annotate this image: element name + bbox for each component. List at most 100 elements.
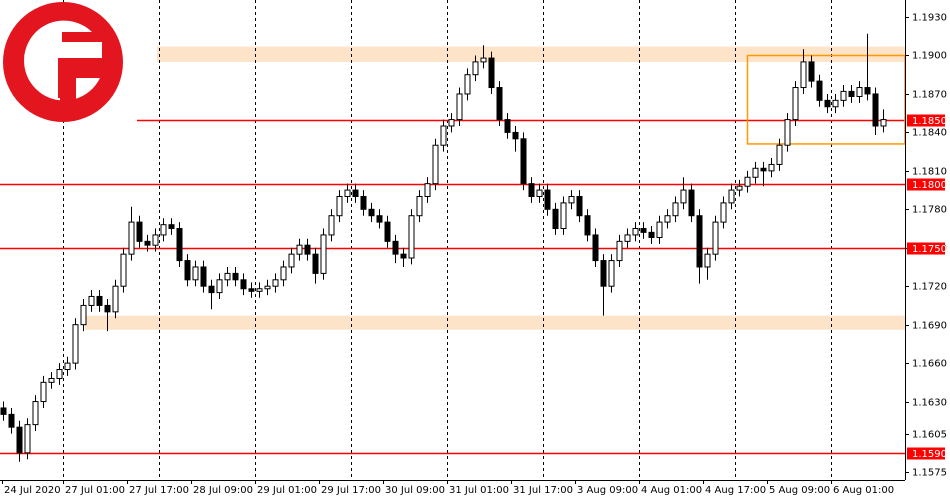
candle-body <box>496 87 503 121</box>
candle-body <box>112 285 119 313</box>
candle-body <box>616 240 623 262</box>
level-label-bg <box>907 178 945 191</box>
logo-mark <box>23 20 103 101</box>
x-tick-label: 24 Jul 2020 <box>4 485 61 496</box>
candle-body <box>240 279 247 290</box>
candle-body <box>232 272 239 281</box>
candle-body <box>56 369 63 379</box>
candle-body <box>192 266 199 281</box>
candle-body <box>552 208 559 230</box>
candle-body <box>312 253 319 274</box>
level-label-bg <box>907 242 945 255</box>
level-label-bg <box>907 447 945 460</box>
candle-body <box>200 266 207 287</box>
candle-body <box>0 407 7 415</box>
y-tick-label: 1.1660 <box>912 359 947 370</box>
x-tick-label: 6 Aug 01:00 <box>833 485 894 496</box>
candle-body <box>848 90 855 98</box>
candle-body <box>440 125 447 146</box>
candle-body <box>664 215 671 223</box>
y-tick-label: 1.1720 <box>912 282 947 293</box>
candle-body <box>768 163 775 172</box>
x-tick-label: 4 Aug 01:00 <box>641 485 702 496</box>
candle-body <box>88 295 95 306</box>
candle-body <box>304 244 311 255</box>
y-tick-label: 1.1575 <box>912 468 947 479</box>
level-label-bg <box>907 114 945 127</box>
candle-body <box>48 377 55 383</box>
level-label: 1.1800 <box>912 180 947 191</box>
candle-body <box>856 87 863 98</box>
zone <box>157 46 905 62</box>
candle-body <box>864 87 871 95</box>
candle-body <box>776 144 783 165</box>
candle-body <box>640 228 647 233</box>
candle-body <box>344 189 351 197</box>
y-tick-label: 1.1690 <box>912 321 947 332</box>
candle-body <box>608 260 615 287</box>
candle-body <box>368 208 375 217</box>
candle-body <box>512 131 519 140</box>
candles-layer <box>0 33 887 462</box>
candle-body <box>184 260 191 281</box>
candle-body <box>880 119 887 127</box>
candle-body <box>528 183 535 197</box>
x-tick-label: 29 Jul 01:00 <box>257 485 317 496</box>
candle-body <box>104 304 111 313</box>
candle-body <box>24 424 31 454</box>
candle-body <box>64 362 71 371</box>
candle-body <box>144 240 151 246</box>
y-tick-label: 1.1930 <box>912 13 947 24</box>
candle-body <box>280 266 287 281</box>
candle-body <box>400 253 407 259</box>
x-tick-label: 31 Jul 17:00 <box>513 485 573 496</box>
candle-body <box>152 234 159 246</box>
candle-body <box>744 176 751 187</box>
candle-body <box>32 401 39 426</box>
x-tick-label: 30 Jul 09:00 <box>385 485 445 496</box>
candle-body <box>256 288 263 292</box>
candle-body <box>824 99 831 108</box>
candle-body <box>72 324 79 364</box>
y-tick-label: 1.1630 <box>912 398 947 409</box>
candle-body <box>264 285 271 290</box>
candle-body <box>320 234 327 274</box>
candle-body <box>792 87 799 121</box>
level-label: 1.1750 <box>912 244 947 255</box>
candle-body <box>8 413 15 428</box>
candle-body <box>728 189 735 204</box>
candle-body <box>832 99 839 108</box>
y-tick-label: 1.1870 <box>912 90 947 101</box>
level-label: 1.1850 <box>912 116 947 127</box>
x-tick-label: 3 Aug 09:00 <box>577 485 638 496</box>
candle-body <box>672 202 679 217</box>
candle-body <box>352 189 359 197</box>
candle-body <box>248 288 255 292</box>
candle-body <box>712 221 719 255</box>
levels-layer <box>0 54 906 455</box>
x-tick-label: 29 Jul 17:00 <box>321 485 381 496</box>
y-tick-label: 1.1840 <box>912 128 947 139</box>
candle-body <box>752 167 759 178</box>
candle-body <box>224 272 231 281</box>
candle-body <box>784 119 791 146</box>
candle-body <box>336 195 343 217</box>
candle-body <box>680 189 687 204</box>
candle-body <box>456 93 463 121</box>
x-tick-label: 31 Jul 01:00 <box>449 485 509 496</box>
candle-body <box>360 195 367 210</box>
candle-body <box>488 57 495 89</box>
candle-body <box>688 189 695 217</box>
candle-body <box>760 167 767 172</box>
candle-body <box>376 215 383 223</box>
candle-body <box>696 215 703 268</box>
candle-body <box>560 202 567 230</box>
candle-body <box>128 221 135 255</box>
candle-body <box>568 195 575 204</box>
candle-body <box>544 189 551 210</box>
y-tick-label: 1.1605 <box>912 430 947 441</box>
x-tick-label: 5 Aug 09:00 <box>769 485 830 496</box>
candle-body <box>536 189 543 197</box>
